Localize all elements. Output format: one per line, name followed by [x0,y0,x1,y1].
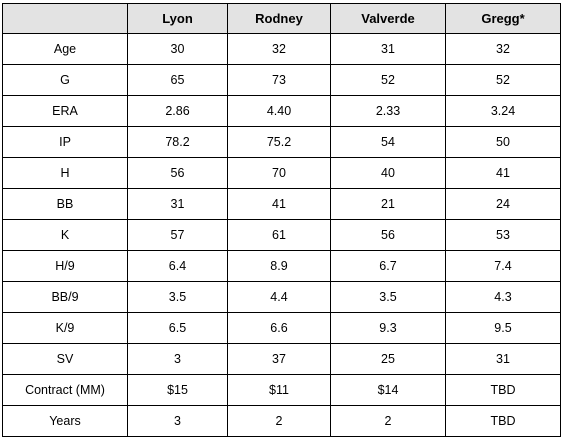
table-cell: 6.6 [227,312,331,344]
row-label: H/9 [2,250,128,282]
table-cell: 3 [127,405,228,437]
row-label: K/9 [2,312,128,344]
pitcher-comparison-table: Lyon Rodney Valverde Gregg* Age 30 32 31… [2,3,561,437]
table-cell: 6.5 [127,312,228,344]
row-label: BB [2,188,128,220]
table-cell: 7.4 [445,250,561,282]
table-cell: 2 [330,405,446,437]
table-row: ERA 2.86 4.40 2.33 3.24 [2,95,561,127]
table-cell: 32 [445,33,561,65]
table-cell: 30 [127,33,228,65]
table-cell: 78.2 [127,126,228,158]
table-row: K/9 6.5 6.6 9.3 9.5 [2,312,561,344]
table-cell: 2.33 [330,95,446,127]
table-cell: 9.5 [445,312,561,344]
row-label: BB/9 [2,281,128,313]
table-cell: 8.9 [227,250,331,282]
table-cell: $11 [227,374,331,406]
table-header: Lyon Rodney Valverde Gregg* [2,3,561,34]
table-cell: 3.24 [445,95,561,127]
column-header-lyon: Lyon [127,3,228,34]
table-row: G 65 73 52 52 [2,64,561,96]
row-label: Years [2,405,128,437]
table-cell: 3 [127,343,228,375]
table-cell: 56 [330,219,446,251]
corner-cell [2,3,128,34]
table-body: Age 30 32 31 32 G 65 73 52 52 ERA 2.86 4… [2,33,561,437]
row-label: Contract (MM) [2,374,128,406]
table-cell: 40 [330,157,446,189]
table-cell: 41 [227,188,331,220]
table-cell: $14 [330,374,446,406]
row-label: K [2,219,128,251]
table-cell: 2 [227,405,331,437]
table-cell: 53 [445,219,561,251]
table-row: BB/9 3.5 4.4 3.5 4.3 [2,281,561,313]
table-row: Contract (MM) $15 $11 $14 TBD [2,374,561,406]
table-cell: TBD [445,405,561,437]
table-cell: 3.5 [127,281,228,313]
table-cell: 50 [445,126,561,158]
table-cell: 31 [445,343,561,375]
column-header-gregg: Gregg* [445,3,561,34]
table-cell: 4.4 [227,281,331,313]
table-cell: 73 [227,64,331,96]
table-cell: 3.5 [330,281,446,313]
table-row: K 57 61 56 53 [2,219,561,251]
table-cell: 54 [330,126,446,158]
table-cell: 65 [127,64,228,96]
table-cell: 31 [330,33,446,65]
table-cell: TBD [445,374,561,406]
table-cell: 56 [127,157,228,189]
table-row: Years 3 2 2 TBD [2,405,561,437]
table-cell: 52 [445,64,561,96]
table-cell: 57 [127,219,228,251]
table-cell: 24 [445,188,561,220]
table-cell: 21 [330,188,446,220]
row-label: ERA [2,95,128,127]
row-label: G [2,64,128,96]
table-row: H/9 6.4 8.9 6.7 7.4 [2,250,561,282]
table-cell: 4.40 [227,95,331,127]
stats-table-container: Lyon Rodney Valverde Gregg* Age 30 32 31… [2,3,561,437]
header-row: Lyon Rodney Valverde Gregg* [2,3,561,34]
row-label: Age [2,33,128,65]
table-row: BB 31 41 21 24 [2,188,561,220]
table-cell: 6.4 [127,250,228,282]
table-cell: 31 [127,188,228,220]
table-row: SV 3 37 25 31 [2,343,561,375]
table-cell: 4.3 [445,281,561,313]
table-cell: 41 [445,157,561,189]
row-label: H [2,157,128,189]
table-cell: 2.86 [127,95,228,127]
table-row: H 56 70 40 41 [2,157,561,189]
column-header-valverde: Valverde [330,3,446,34]
table-row: Age 30 32 31 32 [2,33,561,65]
table-cell: 25 [330,343,446,375]
table-cell: $15 [127,374,228,406]
table-row: IP 78.2 75.2 54 50 [2,126,561,158]
table-cell: 6.7 [330,250,446,282]
table-cell: 37 [227,343,331,375]
table-cell: 9.3 [330,312,446,344]
table-cell: 61 [227,219,331,251]
row-label: IP [2,126,128,158]
column-header-rodney: Rodney [227,3,331,34]
table-cell: 32 [227,33,331,65]
row-label: SV [2,343,128,375]
table-cell: 75.2 [227,126,331,158]
table-cell: 52 [330,64,446,96]
table-cell: 70 [227,157,331,189]
